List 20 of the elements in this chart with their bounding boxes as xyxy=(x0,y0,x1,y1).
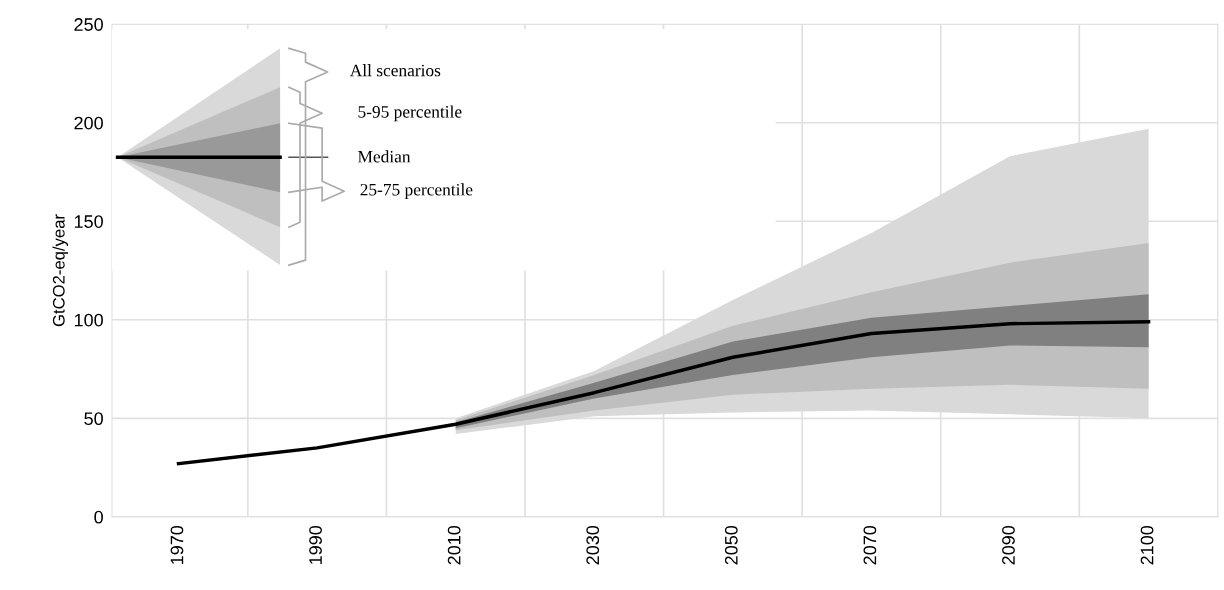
y-tick-label: 200 xyxy=(74,116,103,130)
annotation: 5-95 percentile xyxy=(358,105,462,122)
annotation: 25-75 percentile xyxy=(360,183,473,200)
y-tick-label: 0 xyxy=(94,510,103,524)
x-tick-label: 2090 xyxy=(1002,525,1015,565)
line-series xyxy=(176,320,1151,466)
y-axis-title: GtCO2-eq/year xyxy=(52,214,68,327)
x-tick-label: 2010 xyxy=(447,525,461,565)
x-tick-label: 2030 xyxy=(586,525,600,565)
x-tick-label: 2100 xyxy=(1140,525,1154,565)
x-tick-label: 1970 xyxy=(170,525,184,564)
y-tick-label: 150 xyxy=(74,215,103,228)
y-tick-label: 250 xyxy=(74,18,103,31)
y-tick-label: 100 xyxy=(74,313,103,327)
x-tick-label: 1990 xyxy=(309,525,322,564)
x-tick-label: 2050 xyxy=(724,525,738,565)
y-tick-label: 50 xyxy=(84,412,103,426)
annotation: Median xyxy=(358,150,411,163)
x-tick-label: 2070 xyxy=(863,525,877,565)
annotation: All scenarios xyxy=(349,64,441,77)
